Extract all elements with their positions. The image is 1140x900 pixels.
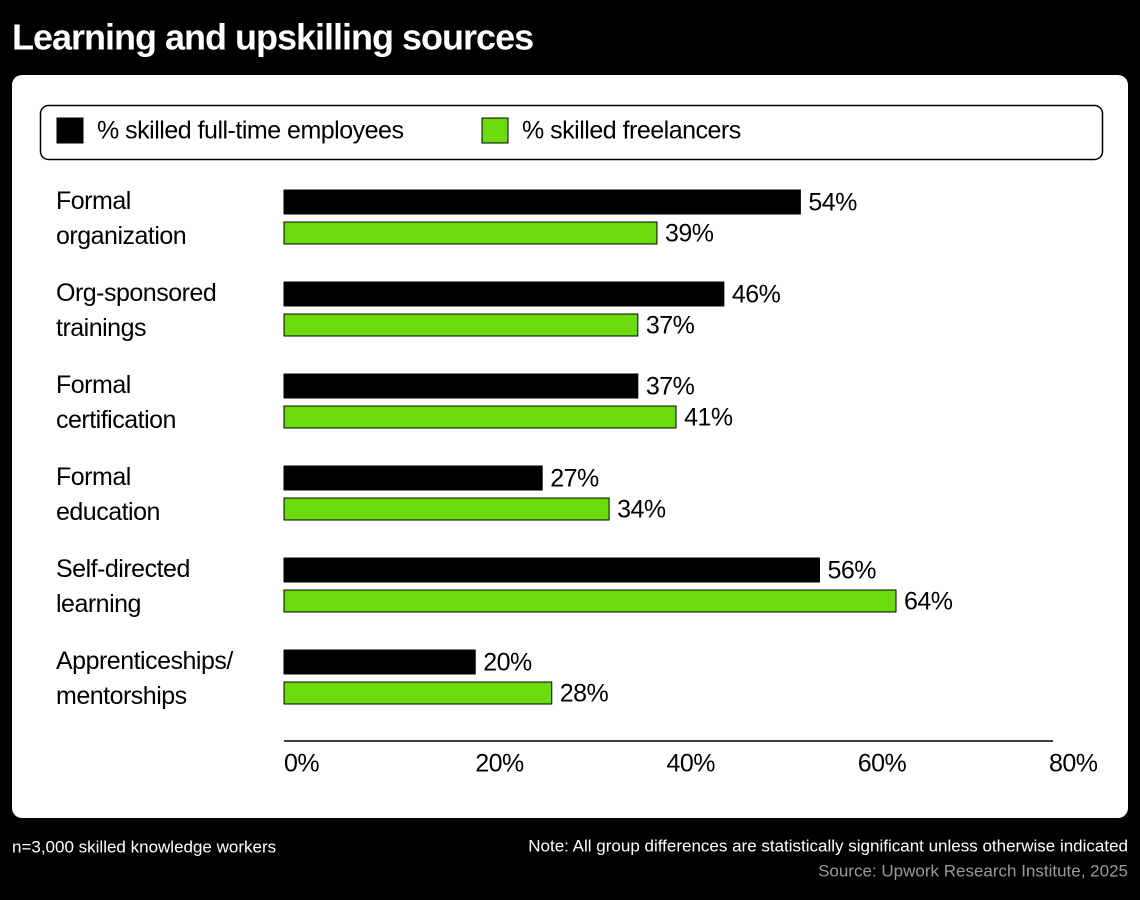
value-label: 28% (560, 680, 609, 708)
value-label: 64% (904, 588, 953, 616)
bar (283, 405, 677, 429)
value-label: 37% (646, 373, 695, 401)
legend-swatch (56, 117, 84, 144)
category-label: Formal certification (56, 371, 176, 434)
bar (283, 281, 725, 307)
bar (283, 557, 820, 583)
bar (283, 465, 543, 491)
value-label: 27% (550, 465, 599, 493)
x-tick-label: 80% (1049, 750, 1098, 778)
x-tick-label: 60% (858, 750, 907, 778)
value-label: 20% (483, 649, 532, 677)
category-label: Org-sponsored trainings (56, 279, 217, 342)
bar (283, 373, 639, 399)
value-label: 41% (684, 404, 733, 432)
legend-box (39, 104, 1104, 161)
x-tick-label: 40% (667, 750, 716, 778)
legend-label: % skilled full-time employees (97, 117, 403, 145)
panel (12, 75, 1128, 818)
category-label: Self-directed learning (56, 555, 190, 618)
bar (283, 497, 610, 521)
category-label: Formal education (56, 463, 160, 526)
chart-title: Learning and upskilling sources (12, 17, 533, 58)
bar (283, 649, 476, 675)
value-label: 54% (808, 189, 857, 217)
source: Source: Upwork Research Institute, 2025 (818, 861, 1128, 880)
bar (283, 681, 553, 705)
value-label: 56% (828, 557, 877, 585)
category-label: Formal organization (56, 187, 187, 250)
category-label: Apprenticeships/ mentorships (56, 647, 233, 710)
legend-label: % skilled freelancers (522, 117, 741, 145)
x-tick-label: 20% (475, 750, 524, 778)
bar (283, 189, 801, 215)
bar (283, 221, 658, 245)
note: Note: All group differences are statisti… (528, 836, 1128, 855)
bar (283, 589, 897, 613)
sample-note: n=3,000 skilled knowledge workers (12, 837, 276, 856)
value-label: 46% (732, 281, 781, 309)
bar (283, 313, 639, 337)
value-label: 34% (617, 496, 666, 524)
value-label: 37% (646, 312, 695, 340)
value-label: 39% (665, 220, 714, 248)
legend-swatch (481, 117, 509, 144)
x-tick-label: 0% (284, 750, 319, 778)
